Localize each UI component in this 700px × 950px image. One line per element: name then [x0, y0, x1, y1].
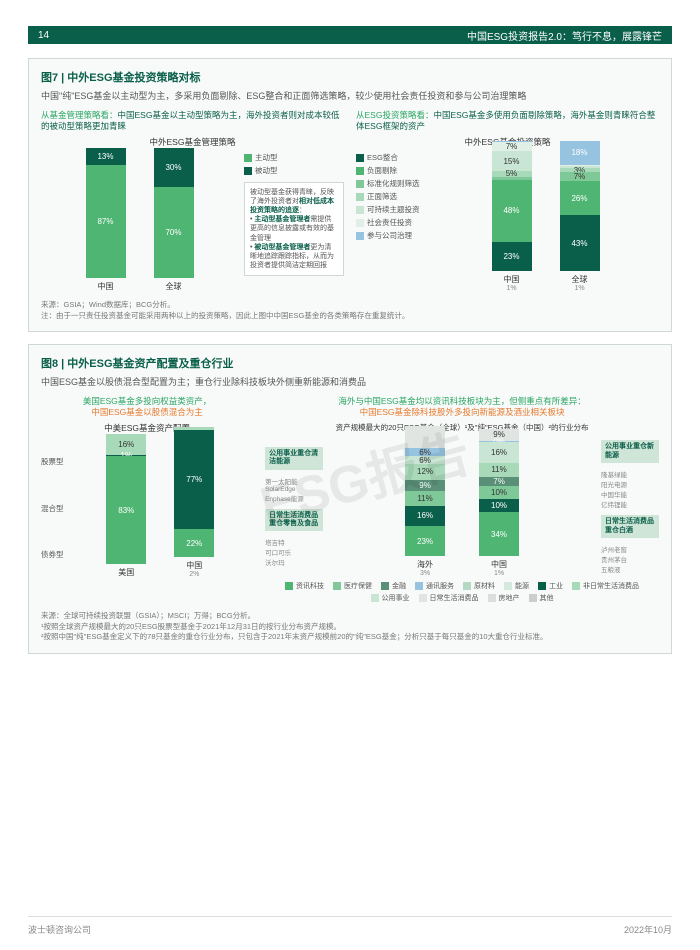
footer-company: 波士顿咨询公司: [28, 923, 91, 936]
fig8-title: 图8 | 中外ESG基金资产配置及重仓行业: [41, 355, 659, 371]
fig7-title: 图7 | 中外ESG基金投资策略对标: [41, 69, 659, 85]
footer-date: 2022年10月: [624, 923, 672, 936]
page-header: 14 中国ESG投资报告2.0：笃行不息，展露锋芒: [28, 26, 672, 44]
fig7-subtitle: 中国"纯"ESG基金以主动型为主，多采用负面剔除、ESG整合和正面筛选策略，较少…: [41, 89, 659, 102]
fig8-subtitle: 中国ESG基金以股债混合型配置为主；重仓行业除科技板块外侧重新能源和消费品: [41, 375, 659, 388]
report-title: 中国ESG投资报告2.0：笃行不息，展露锋芒: [467, 28, 662, 43]
fig8-left-panel: 美国ESG基金多投向权益类资产，中国ESG基金以股债混合为主 中美ESG基金资产…: [41, 396, 253, 603]
page-number: 14: [38, 30, 49, 41]
gbox-left-1: 公用事业重仓清洁能源: [265, 447, 323, 470]
fig7-left-panel: 从基金管理策略看：中国ESG基金以主动型策略为主，海外投资者则对成本较低的被动型…: [41, 110, 344, 292]
figure-7: 图7 | 中外ESG基金投资策略对标 中国"纯"ESG基金以主动型为主，多采用负…: [28, 58, 672, 332]
report-page: 14 中国ESG投资报告2.0：笃行不息，展露锋芒 ESG报告 图7 | 中外E…: [0, 0, 700, 950]
gbox-right-2: 日常生活消费品重仓白酒: [601, 515, 659, 538]
gbox-left-2: 日常生活消费品重仓零售及食品: [265, 509, 323, 532]
gbox-right-1: 公用事业重仓新能源: [601, 440, 659, 463]
fig7-callout: 被动型基金获得青睐，反映了海外投资者对相对低成本投资策略的追逐：• 主动型基金管…: [244, 182, 344, 276]
page-footer: 波士顿咨询公司 2022年10月: [28, 916, 672, 936]
fig8-source: 来源：全球可持续投资联盟（GSIA）；MSCI；万得；BCG分析。 ¹按照全球资…: [41, 611, 659, 643]
fig8-right-panel: 海外与中国ESG基金均以资讯科技板块为主，但侧重点有所差异：中国ESG基金除科技…: [265, 396, 659, 603]
figure-8: 图8 | 中外ESG基金资产配置及重仓行业 中国ESG基金以股债混合型配置为主；…: [28, 344, 672, 654]
fig7-right-panel: 从ESG投资策略看：中国ESG基金多使用负面剔除策略，海外基金则青睐符合整体ES…: [356, 110, 659, 292]
fig7-source: 来源：GSIA；Wind数据库；BCG分析。 注：由于一只责任投资基金可能采用两…: [41, 300, 659, 321]
